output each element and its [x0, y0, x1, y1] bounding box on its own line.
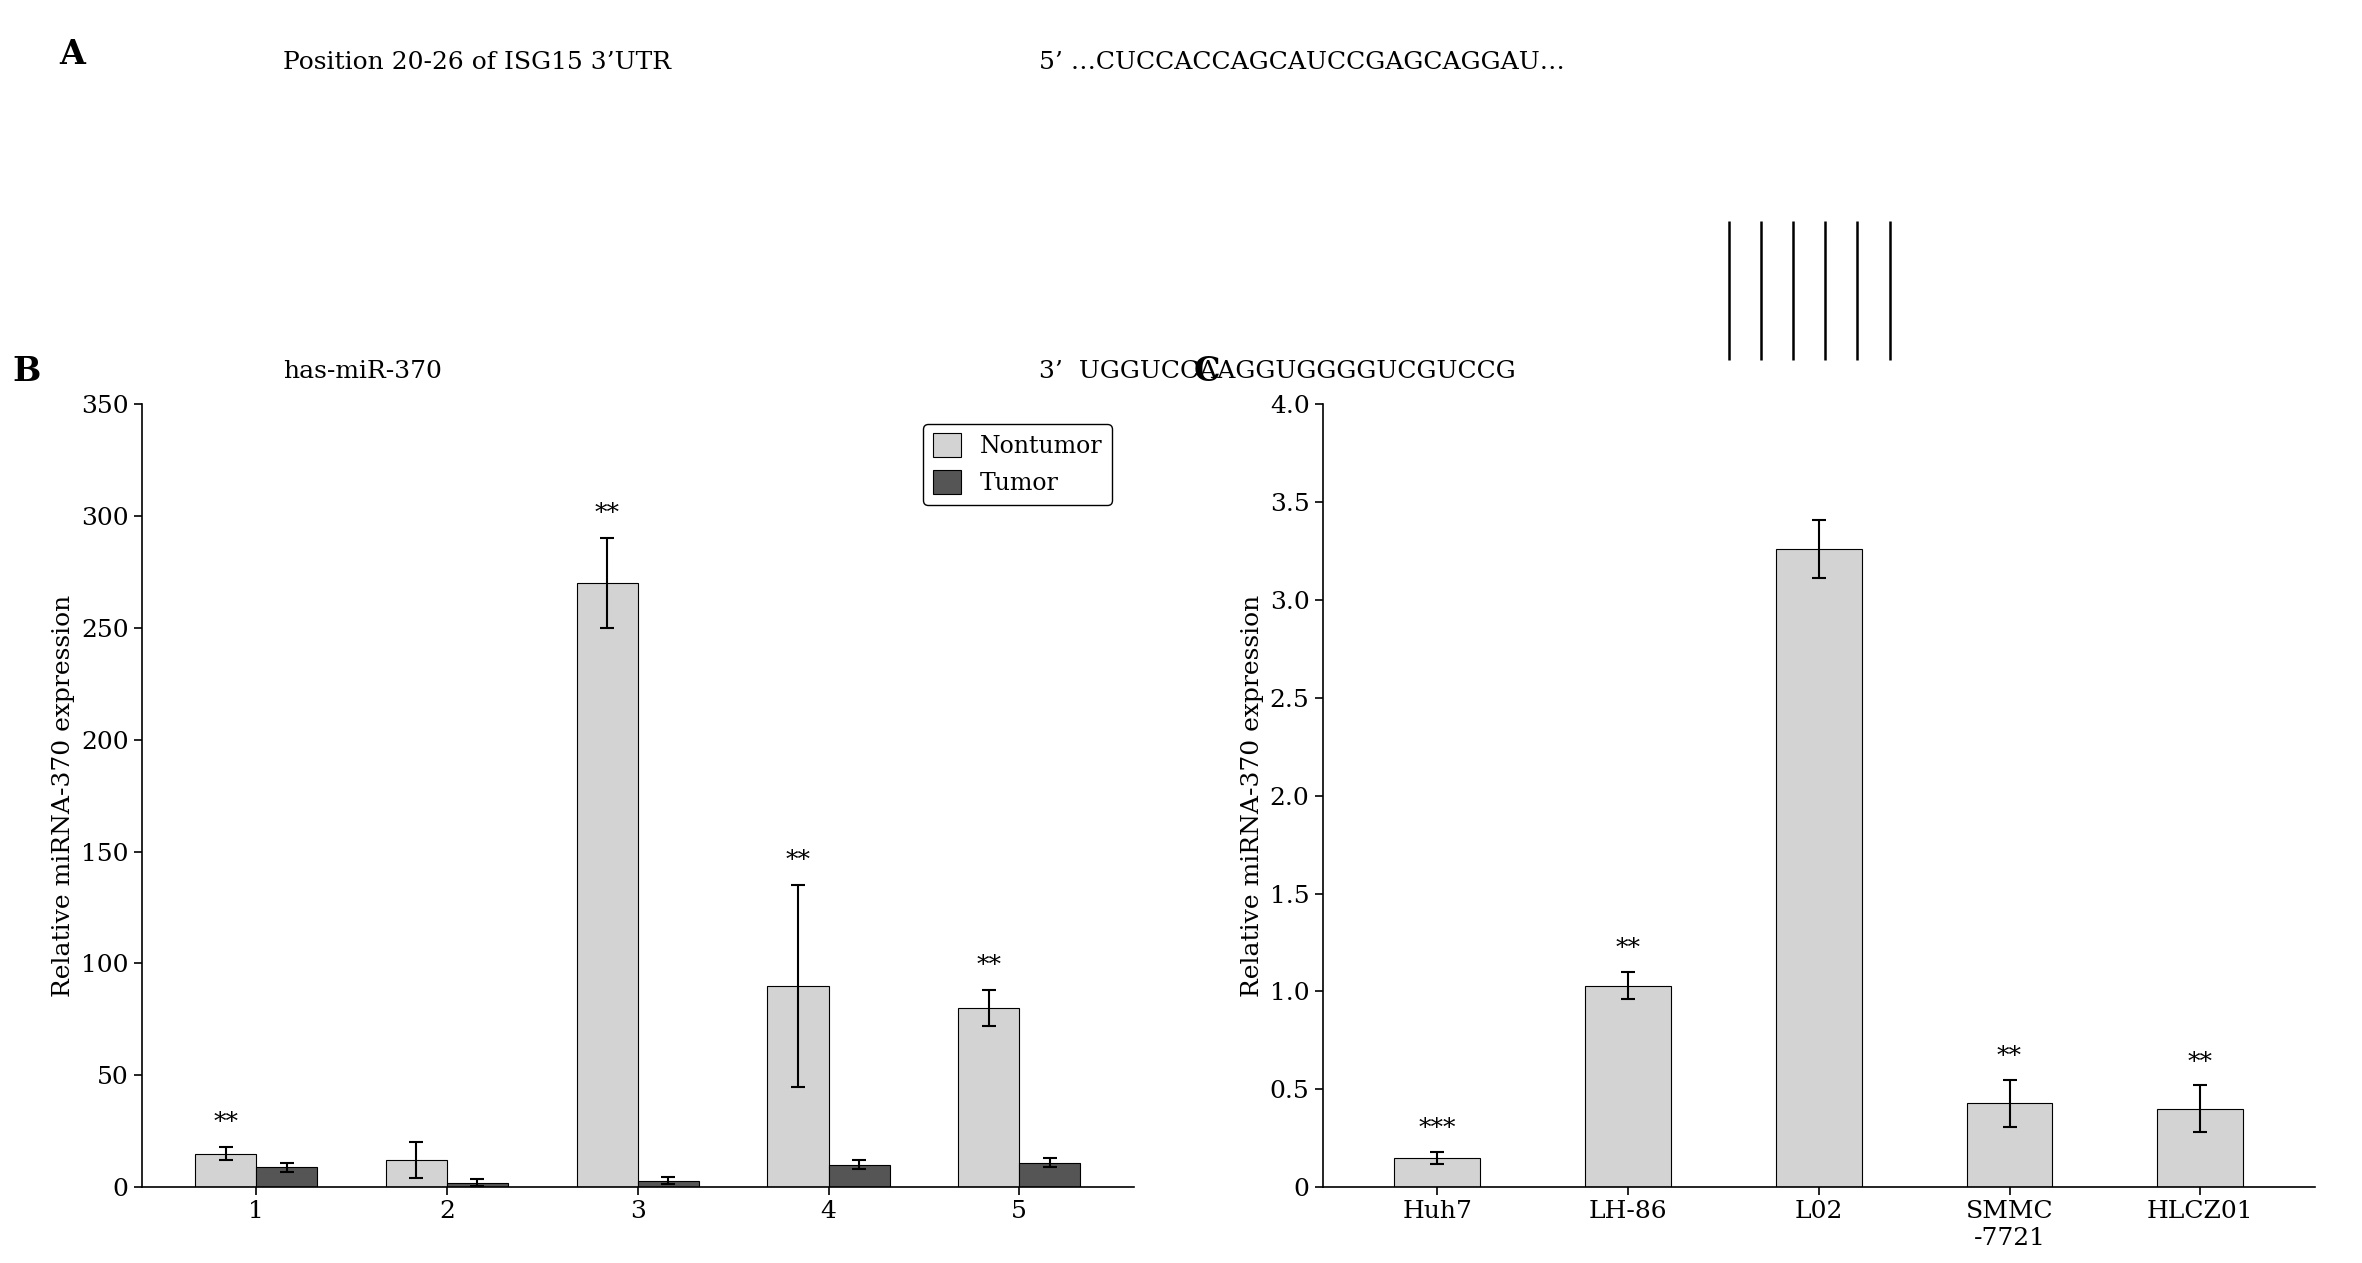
Bar [1968, 1103, 2053, 1187]
Bar [1020, 1163, 1079, 1187]
Text: 5’ …CUCCACCAGCAUCCGAGCAGGAU…: 5’ …CUCCACCAGCAUCCGAGCAGGAU… [1039, 51, 1566, 73]
Bar [385, 1161, 446, 1187]
Text: **: ** [1996, 1045, 2022, 1067]
Bar [255, 1167, 317, 1187]
Text: has-miR-370: has-miR-370 [283, 360, 442, 383]
Bar [829, 1164, 890, 1187]
Text: B: B [12, 355, 40, 389]
Bar [196, 1153, 255, 1187]
Legend: Nontumor, Tumor: Nontumor, Tumor [924, 424, 1113, 505]
Bar [2157, 1109, 2244, 1187]
Text: Position 20-26 of ISG15 3’UTR: Position 20-26 of ISG15 3’UTR [283, 51, 671, 73]
Bar [1585, 985, 1670, 1187]
Bar [576, 584, 638, 1187]
Text: **: ** [2187, 1051, 2213, 1074]
Y-axis label: Relative miRNA-370 expression: Relative miRNA-370 expression [52, 595, 76, 997]
Text: **: ** [595, 501, 619, 525]
Y-axis label: Relative miRNA-370 expression: Relative miRNA-370 expression [1240, 595, 1264, 997]
Bar [1776, 549, 1861, 1187]
Bar [446, 1182, 508, 1187]
Text: C: C [1193, 355, 1221, 389]
Text: **: ** [213, 1110, 239, 1133]
Text: **: ** [787, 849, 810, 871]
Text: **: ** [1616, 937, 1642, 960]
Bar [959, 1008, 1020, 1187]
Bar [768, 986, 829, 1187]
Text: **: ** [976, 954, 1001, 976]
Text: 3’  UGGUCCAAGGUGGGGUCGUCCG: 3’ UGGUCCAAGGUGGGGUCGUCCG [1039, 360, 1516, 383]
Text: A: A [59, 38, 85, 71]
Bar [638, 1181, 699, 1187]
Bar [1394, 1158, 1481, 1187]
Text: ***: *** [1420, 1118, 1455, 1140]
